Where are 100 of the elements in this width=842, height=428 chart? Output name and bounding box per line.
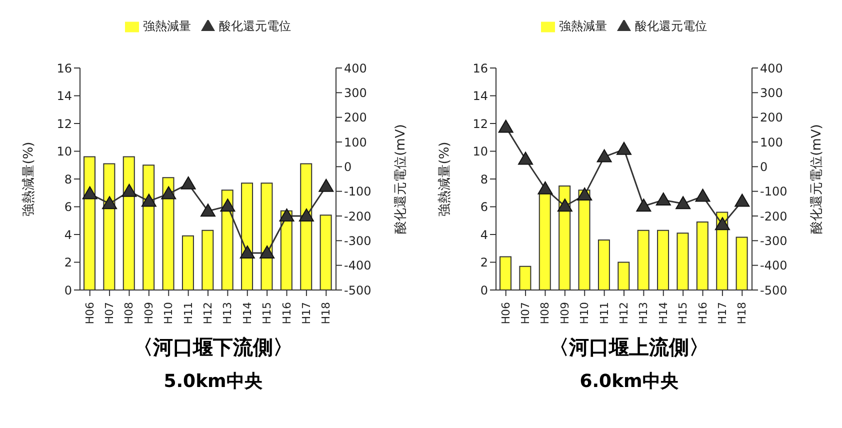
x-tick-label: H07 (519, 302, 532, 324)
y-tick-label: 0 (480, 283, 488, 298)
point (577, 188, 592, 201)
y-axis-title: 強熱減量(%) (22, 142, 37, 216)
x-tick-label: H13 (221, 302, 234, 324)
y2-tick-label: 100 (344, 135, 367, 150)
x-tick-label: H06 (499, 302, 512, 324)
y2-tick-label: 300 (344, 86, 367, 100)
text: 6.0km中央 (578, 370, 680, 393)
x-tick-label: H14 (240, 302, 254, 324)
y-tick-label: 14 (472, 89, 488, 104)
y-tick-label: 8 (480, 172, 488, 186)
y-tick-label: 16 (56, 61, 72, 76)
point (636, 198, 652, 212)
legend-label: 強熱減量 (143, 19, 191, 33)
y2-tick-label: -100 (344, 184, 372, 199)
legend-label: 強熱減量 (559, 19, 607, 33)
point (538, 181, 553, 194)
y2-tick-label: -300 (344, 234, 372, 248)
y2-tick-label: -500 (344, 283, 372, 298)
y-tick-label: 0 (64, 283, 72, 298)
x-tick-label: H16 (280, 302, 294, 324)
y2-tick-label: -400 (760, 258, 788, 273)
x-tick-label: H10 (162, 302, 176, 324)
x-tick-label: H14 (656, 302, 670, 324)
text: 〈河口堰上流側〉 (548, 334, 710, 361)
y2-tick-label: -300 (760, 234, 788, 248)
y-tick-label: 14 (56, 89, 72, 104)
point (298, 208, 314, 222)
point (318, 178, 334, 192)
y2-tick-label: -200 (344, 209, 372, 224)
y-tick-label: 10 (56, 144, 72, 159)
point (676, 196, 691, 210)
y2-axis-title: 酸化還元電位(mV) (810, 124, 825, 234)
y-tick-label: 12 (472, 116, 488, 131)
y-tick-label: 4 (64, 228, 72, 242)
y-tick-label: 10 (472, 144, 488, 159)
x-tick-label: H08 (122, 302, 136, 324)
x-tick-label: H18 (736, 302, 749, 324)
legend-label: 酸化還元電位 (635, 19, 707, 33)
y-tick-label: 4 (480, 228, 488, 242)
y-tick-label: 8 (64, 172, 72, 186)
x-tick-label: H16 (696, 302, 710, 324)
point (695, 188, 710, 202)
y2-tick-label: 200 (760, 110, 783, 125)
point (200, 204, 216, 217)
point (498, 120, 514, 133)
point (279, 208, 294, 222)
x-tick-label: H15 (676, 302, 690, 324)
x-tick-label: H18 (320, 302, 333, 324)
x-tick-label: H15 (260, 302, 274, 324)
point (656, 192, 671, 206)
y2-tick-label: -400 (344, 258, 372, 273)
text: 〈河口堰下流側〉 (132, 334, 294, 361)
legend-label: 酸化還元電位 (219, 19, 291, 33)
y2-tick-label: -500 (760, 283, 788, 298)
y-tick-label: 16 (472, 61, 488, 76)
x-tick-label: H12 (202, 302, 214, 324)
x-tick-label: H07 (103, 302, 116, 324)
x-tick-label: H10 (578, 302, 592, 324)
y2-tick-label: 0 (344, 160, 352, 174)
y2-tick-label: 400 (344, 61, 367, 76)
point (557, 198, 572, 212)
x-tick-label: H08 (538, 302, 552, 324)
y2-tick-label: 400 (760, 61, 783, 76)
x-tick-label: H09 (558, 302, 572, 324)
point (82, 186, 98, 200)
x-tick-label: H11 (182, 302, 195, 324)
point (102, 196, 118, 210)
point (141, 194, 156, 207)
x-tick-label: H13 (637, 302, 650, 324)
x-tick-label: H09 (142, 302, 156, 324)
point (180, 176, 196, 190)
point (161, 186, 176, 200)
y-tick-label: 12 (56, 116, 72, 131)
point (260, 246, 275, 258)
point (518, 152, 534, 165)
point (122, 184, 137, 197)
point (240, 246, 255, 258)
point (596, 149, 612, 162)
x-tick-label: H06 (83, 302, 96, 324)
point (714, 217, 730, 230)
y2-tick-label: 200 (344, 110, 367, 125)
x-tick-label: H17 (716, 302, 729, 324)
y-tick-label: 6 (480, 200, 488, 214)
y2-tick-label: 0 (760, 160, 768, 174)
point (734, 194, 750, 207)
x-tick-label: H11 (598, 302, 611, 324)
x-tick-label: H12 (618, 302, 630, 324)
y2-tick-label: 100 (760, 135, 783, 150)
point (616, 142, 632, 155)
text: 5.0km中央 (162, 370, 264, 393)
y-axis-title: 強熱減量(%) (438, 142, 453, 216)
y-tick-label: 2 (64, 256, 72, 270)
y2-tick-label: -200 (760, 209, 788, 224)
point (220, 198, 236, 212)
y-tick-label: 6 (64, 200, 72, 214)
x-tick-label: H17 (300, 302, 313, 324)
y-tick-label: 2 (480, 256, 488, 270)
y2-axis-title: 酸化還元電位(mV) (394, 124, 409, 234)
